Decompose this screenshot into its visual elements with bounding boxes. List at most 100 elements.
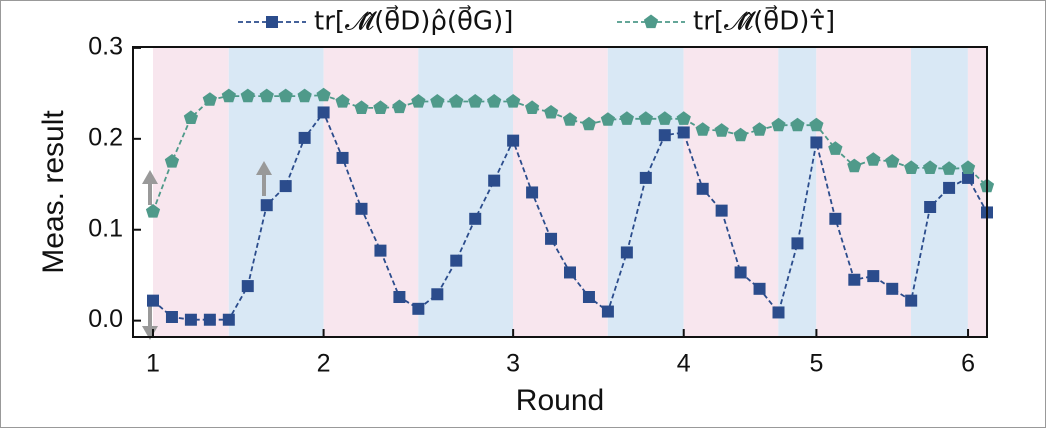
marker-square [393, 291, 406, 303]
marker-square [222, 313, 235, 326]
marker-square [677, 126, 690, 139]
marker-square [772, 306, 785, 319]
marker-square [184, 313, 197, 326]
y-axis-label: Meas. result [37, 110, 70, 274]
marker-square [241, 280, 254, 293]
marker-pentagon [885, 154, 900, 168]
arrow-head [142, 170, 158, 184]
marker-square [943, 181, 956, 194]
arrows [142, 161, 272, 340]
marker-square [545, 232, 558, 245]
x-axis-label: Round [516, 384, 604, 417]
legend-label: tr[𝓜̂(θ⃗D)ρ̂(θ⃗G)] [314, 5, 513, 37]
marker-pentagon [695, 122, 710, 136]
marker-pentagon [487, 94, 502, 108]
band-pink [967, 47, 987, 337]
band-pink [323, 47, 419, 337]
y-tick-label: 0.1 [88, 214, 123, 242]
marker-pentagon [221, 88, 236, 103]
x-tick-label: 5 [809, 350, 823, 378]
marker-square [374, 244, 387, 257]
marker-pentagon [278, 88, 293, 103]
marker-pentagon [847, 158, 862, 173]
marker-pentagon [923, 160, 938, 174]
marker-pentagon [828, 141, 843, 155]
marker-pentagon [373, 100, 388, 114]
marker-square [260, 199, 273, 212]
marker-pentagon [183, 110, 198, 124]
marker-square [829, 212, 842, 225]
marker-pentagon [657, 111, 672, 125]
marker-pentagon [145, 204, 161, 218]
arrow-head [256, 161, 272, 175]
marker-pentagon [619, 111, 634, 125]
marker-pentagon [468, 94, 483, 108]
legend: tr[𝓜̂(θ⃗D)ρ̂(θ⃗G)] tr[𝓜̂(θ⃗D)τ̂] [238, 5, 835, 37]
marker-square [753, 282, 766, 295]
marker-square [905, 294, 918, 307]
x-tick-label: 3 [506, 350, 520, 378]
marker-pentagon [960, 160, 976, 174]
marker-square [564, 266, 576, 279]
marker-pentagon [752, 122, 767, 136]
marker-pentagon [411, 94, 426, 108]
marker-square [412, 302, 425, 315]
marker-square [639, 171, 652, 184]
x-tick-label: 4 [677, 350, 691, 378]
marker-square [696, 182, 709, 195]
marker-square [582, 291, 595, 303]
band-blue [911, 47, 968, 337]
x-tick-label: 2 [317, 350, 331, 378]
marker-square [620, 246, 633, 259]
marker-square [450, 254, 463, 267]
marker-pentagon [733, 127, 748, 142]
marker-square [279, 180, 292, 193]
x-tick-label: 1 [146, 350, 160, 378]
marker-square [298, 131, 311, 144]
legend-label: tr[𝓜̂(θ⃗D)τ̂] [693, 5, 835, 37]
marker-pentagon [562, 112, 578, 126]
marker-square [810, 136, 823, 149]
marker-pentagon [790, 117, 805, 132]
marker-square [924, 201, 937, 213]
marker-pentagon [354, 100, 369, 114]
marker-pentagon [904, 160, 919, 174]
marker-square [507, 134, 520, 147]
marker-pentagon [643, 14, 659, 29]
marker-square [867, 270, 880, 283]
band-blue [228, 47, 324, 337]
band-blue [607, 47, 684, 337]
marker-pentagon [430, 94, 445, 108]
marker-square [431, 288, 444, 301]
marker-pentagon [506, 94, 521, 108]
marker-square [886, 282, 899, 295]
marker-pentagon [676, 111, 691, 125]
marker-square [962, 171, 975, 184]
marker-square [848, 273, 861, 286]
marker-pentagon [240, 88, 255, 103]
marker-pentagon [202, 92, 217, 106]
marker-square [526, 186, 539, 199]
marker-pentagon [809, 117, 824, 132]
marker-pentagon [866, 152, 881, 166]
y-tick-label: 0.3 [88, 33, 123, 61]
marker-square [601, 305, 614, 318]
marker-pentagon [316, 87, 331, 102]
y-tick-label: 0.2 [88, 123, 123, 151]
marker-pentagon [297, 88, 312, 103]
y-tick-label: 0.0 [88, 305, 123, 333]
marker-pentagon [392, 99, 407, 114]
marker-square [203, 313, 216, 326]
x-tick-label: 6 [961, 350, 975, 378]
marker-pentagon [543, 105, 559, 119]
marker-pentagon [259, 88, 274, 103]
marker-square [791, 237, 804, 250]
marker-pentagon [600, 112, 615, 126]
marker-square [336, 151, 349, 164]
marker-square [317, 106, 330, 119]
marker-pentagon [581, 116, 597, 131]
band-pink [153, 47, 229, 337]
band-blue [778, 47, 817, 337]
marker-pentagon [942, 161, 957, 175]
